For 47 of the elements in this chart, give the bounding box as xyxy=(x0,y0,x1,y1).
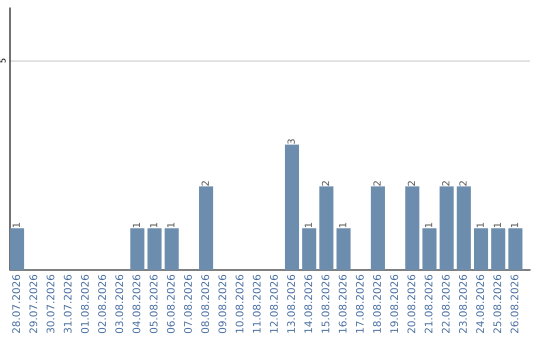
data-label: 2 xyxy=(459,181,467,186)
x-tick-label: 13.08.2026 xyxy=(287,274,296,333)
x-tick-label: 08.08.2026 xyxy=(201,274,210,334)
x-tick-label: 06.08.2026 xyxy=(166,274,175,334)
x-tick-label: 30.07.2026 xyxy=(46,274,54,334)
x-tick-label: 16.08.2026 xyxy=(338,274,347,333)
x-tick-label: 29.07.2026 xyxy=(29,274,38,334)
data-label: 1 xyxy=(494,222,501,228)
x-tick-label: 20.08.2026 xyxy=(407,274,416,334)
x-tick-label: 23.08.2026 xyxy=(458,274,467,334)
x-tick-label: 26.08.2026 xyxy=(510,274,518,334)
data-label: 3 xyxy=(287,139,295,144)
x-tick-label: 07.08.2026 xyxy=(184,274,192,334)
x-tick-label: 04.08.2026 xyxy=(132,274,140,334)
data-label: 1 xyxy=(476,222,484,228)
x-tick-label: 21.08.2026 xyxy=(424,274,432,334)
x-tick-label: 24.08.2026 xyxy=(476,274,484,334)
x-tick-label: 31.07.2026 xyxy=(64,274,72,334)
data-label: 1 xyxy=(132,222,140,228)
data-label: 2 xyxy=(442,181,450,186)
x-tick-label: 14.08.2026 xyxy=(304,274,312,333)
data-label: 1 xyxy=(339,222,346,228)
x-tick-label: 10.08.2026 xyxy=(236,274,244,333)
data-label: 1 xyxy=(304,222,312,228)
x-tick-label: 03.08.2026 xyxy=(115,274,124,334)
data-label: 2 xyxy=(202,181,209,186)
x-tick-label: 12.08.2026 xyxy=(270,274,278,333)
x-tick-label: 22.08.2026 xyxy=(442,274,450,334)
x-tick-label: 25.08.2026 xyxy=(493,274,502,334)
x-tick-label: 05.08.2026 xyxy=(150,274,158,334)
x-tick-label: 01.08.2026 xyxy=(80,274,89,334)
data-label: 2 xyxy=(408,181,415,186)
x-tick-label: 09.08.2026 xyxy=(218,274,226,334)
data-label: 2 xyxy=(322,181,330,186)
data-label: 1 xyxy=(12,222,20,228)
data-label: 2 xyxy=(373,181,381,186)
x-tick-label: 02.08.2026 xyxy=(98,274,106,334)
data-label: 1 xyxy=(167,222,174,228)
x-tick-label: 15.08.2026 xyxy=(322,274,330,333)
data-label: 1 xyxy=(150,222,158,228)
x-tick-label: 28.07.2026 xyxy=(12,274,20,334)
x-tick-label: 18.08.2026 xyxy=(373,274,381,333)
x-tick-label: 19.08.2026 xyxy=(390,274,398,333)
x-tick-label: 11.08.2026 xyxy=(252,274,261,333)
x-tick-label: 17.08.2026 xyxy=(356,274,364,333)
data-label: 1 xyxy=(425,222,432,228)
data-label: 1 xyxy=(510,222,518,228)
